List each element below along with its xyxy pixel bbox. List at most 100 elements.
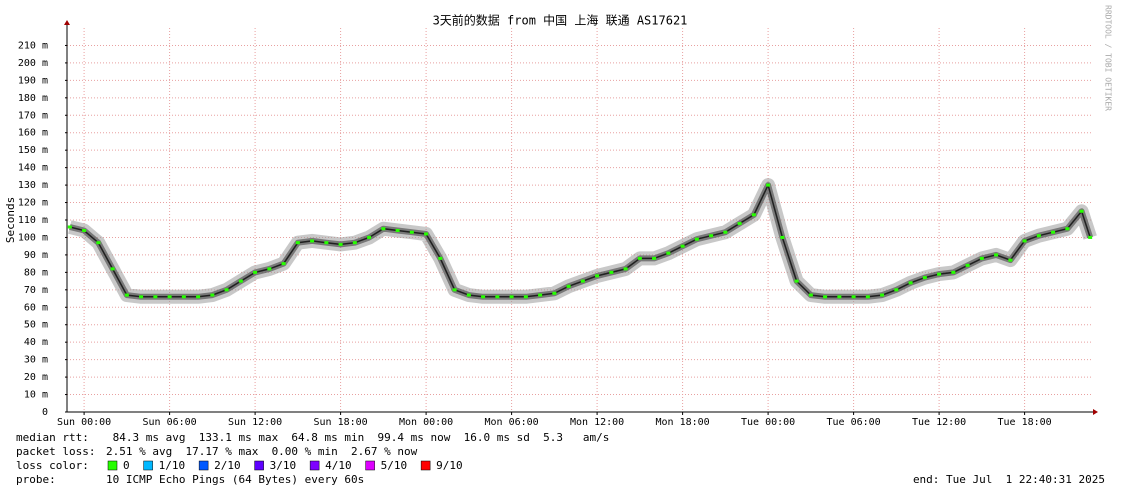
median-point — [310, 239, 315, 243]
y-tick-label: 130 m — [18, 180, 48, 191]
median-point — [167, 295, 172, 299]
median-point — [580, 279, 585, 283]
median-point — [851, 295, 856, 299]
median-point — [509, 295, 514, 299]
median-point — [723, 230, 728, 234]
median-point — [238, 279, 243, 283]
median-point — [181, 295, 186, 299]
median-point — [338, 242, 343, 246]
median-point — [566, 284, 571, 288]
x-tick-label: Sun 06:00 — [143, 417, 197, 428]
median-point — [153, 295, 158, 299]
median-point — [1036, 234, 1041, 238]
y-tick-label: 190 m — [18, 75, 48, 86]
median-point — [937, 272, 942, 276]
median-point — [82, 228, 87, 232]
median-point — [324, 241, 329, 245]
median-point — [452, 288, 457, 292]
loss-color-label: loss color: — [16, 459, 89, 472]
legend-swatch — [198, 460, 209, 471]
legend-swatch — [420, 460, 431, 471]
y-axis-label: Seconds — [4, 197, 17, 243]
y-tick-label: 180 m — [18, 93, 48, 104]
median-point — [908, 281, 913, 285]
median-point — [352, 241, 357, 245]
stats-text: 84.3 ms avg 133.1 ms max 64.8 ms min 99.… — [106, 431, 609, 444]
median-point — [808, 293, 813, 297]
x-tick-label: Mon 06:00 — [485, 417, 539, 428]
median-point — [139, 295, 144, 299]
stats-label: packet loss: — [16, 445, 95, 458]
median-point — [979, 256, 984, 260]
median-point — [495, 295, 500, 299]
median-point — [210, 293, 215, 297]
y-tick-label: 200 m — [18, 58, 48, 69]
median-point — [709, 234, 714, 238]
y-tick-label: 10 m — [24, 390, 48, 401]
x-tick-label: Mon 18:00 — [656, 417, 710, 428]
x-tick-label: Mon 00:00 — [399, 417, 453, 428]
probe-label: probe: — [16, 473, 56, 486]
median-point — [438, 256, 443, 260]
x-tick-label: Tue 18:00 — [998, 417, 1052, 428]
watermark: RRDTOOL / TOBI OETIKER — [1104, 5, 1113, 111]
median-point — [751, 213, 756, 217]
median-point — [295, 241, 300, 245]
median-point — [694, 237, 699, 241]
y-tick-label: 70 m — [24, 285, 48, 296]
median-point — [96, 241, 101, 245]
y-tick-label: 210 m — [18, 40, 48, 51]
median-point — [1008, 258, 1013, 262]
y-tick-label: 170 m — [18, 110, 48, 121]
median-point — [951, 270, 956, 274]
x-tick-label: Tue 06:00 — [827, 417, 881, 428]
median-point — [994, 253, 999, 257]
y-tick-label: 120 m — [18, 198, 48, 209]
y-tick-label: 60 m — [24, 302, 48, 313]
legend-label: 0 — [123, 459, 130, 472]
median-point — [780, 235, 785, 239]
median-point — [124, 293, 129, 297]
x-tick-label: Sun 00:00 — [57, 417, 111, 428]
end-time: end: Tue Jul 1 22:40:31 2025 — [913, 473, 1105, 486]
legend-label: 3/10 — [270, 459, 297, 472]
median-point — [965, 263, 970, 267]
legend-swatch — [143, 460, 153, 471]
axis-arrow — [1093, 409, 1098, 415]
median-point — [1088, 235, 1093, 239]
median-point — [253, 270, 258, 274]
y-tick-label: 0 — [42, 407, 48, 418]
x-tick-label: Tue 00:00 — [741, 417, 795, 428]
median-point — [395, 228, 400, 232]
median-point — [623, 267, 628, 271]
median-point — [424, 232, 429, 236]
x-tick-label: Sun 12:00 — [228, 417, 282, 428]
y-tick-label: 110 m — [18, 215, 48, 226]
median-point — [823, 295, 828, 299]
y-tick-label: 20 m — [24, 372, 48, 383]
median-point — [737, 221, 742, 225]
y-tick-label: 100 m — [18, 232, 48, 243]
median-point — [865, 295, 870, 299]
median-point — [1022, 239, 1027, 243]
median-point — [196, 295, 201, 299]
median-point — [552, 291, 557, 295]
stats-text: 2.51 % avg 17.17 % max 0.00 % min 2.67 %… — [106, 445, 418, 458]
median-point — [367, 235, 372, 239]
median-point — [595, 274, 600, 278]
legend-swatch — [309, 460, 320, 471]
legend-swatch — [107, 460, 118, 471]
probe-text: 10 ICMP Echo Pings (64 Bytes) every 60s — [106, 473, 364, 486]
median-point — [1079, 209, 1084, 213]
stats-label: median rtt: — [16, 431, 89, 444]
median-point — [481, 295, 486, 299]
median-point — [538, 293, 543, 297]
legend-label: 9/10 — [436, 459, 463, 472]
median-point — [837, 295, 842, 299]
median-point — [609, 270, 614, 274]
chart-title: 3天前的数据 from 中国 上海 联通 AS17621 — [433, 13, 688, 28]
legend-label: 4/10 — [325, 459, 352, 472]
median-point — [794, 279, 799, 283]
legend-swatch — [365, 460, 375, 471]
